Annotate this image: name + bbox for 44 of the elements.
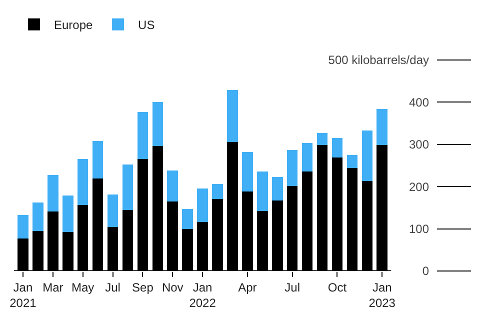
x-tick-label: Jan 2022 bbox=[189, 280, 216, 310]
bar bbox=[182, 208, 193, 230]
x-tick-label: Apr bbox=[238, 280, 257, 294]
x-tick-label: Sep bbox=[132, 280, 154, 294]
y-tick-label: 300 bbox=[408, 138, 430, 152]
legend-label: US bbox=[138, 18, 155, 32]
bar bbox=[122, 164, 134, 210]
bar bbox=[272, 176, 283, 201]
x-tick-label: Jul bbox=[284, 280, 300, 294]
bar bbox=[48, 175, 58, 212]
legend-label: Europe bbox=[54, 18, 94, 32]
y-tick-label: 0 bbox=[422, 264, 430, 278]
x-tick-label: Jul bbox=[105, 280, 120, 294]
bar bbox=[302, 143, 313, 172]
y-tick-label: 400 bbox=[408, 95, 430, 110]
x-tick-label: Mar bbox=[42, 280, 64, 294]
bar bbox=[257, 171, 268, 212]
bar bbox=[18, 214, 28, 239]
bar bbox=[167, 170, 178, 202]
y-tick-label: 500 kilobarrels/day bbox=[328, 53, 429, 68]
bar bbox=[316, 133, 328, 146]
bar bbox=[77, 159, 88, 205]
x-tick-label: Jan 2023 bbox=[368, 280, 396, 310]
bar bbox=[286, 150, 298, 186]
bar bbox=[197, 188, 208, 222]
bar bbox=[362, 130, 373, 182]
bar bbox=[376, 108, 388, 146]
y-tick-label: 100 bbox=[408, 222, 430, 236]
x-tick-label: Oct bbox=[328, 280, 348, 294]
x-tick-label: Jan 2021 bbox=[10, 280, 37, 310]
bar bbox=[32, 202, 44, 231]
bar bbox=[152, 102, 164, 146]
bar bbox=[346, 154, 358, 168]
x-tick-label: Nov bbox=[162, 280, 184, 294]
bar bbox=[212, 184, 223, 199]
bar bbox=[242, 152, 253, 192]
bar bbox=[227, 90, 238, 142]
bar bbox=[107, 194, 118, 228]
y-tick-label: 200 bbox=[408, 180, 430, 194]
x-tick-label: May bbox=[72, 280, 94, 294]
bar bbox=[62, 195, 74, 232]
bar bbox=[92, 141, 104, 179]
bar bbox=[137, 112, 148, 160]
bar bbox=[332, 138, 343, 158]
